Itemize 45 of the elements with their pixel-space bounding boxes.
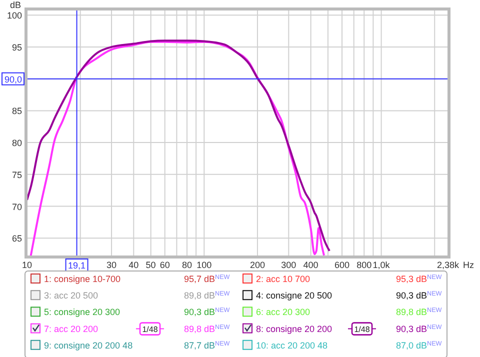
legend-label: 4: consigne 20 500 [256,290,332,301]
x-tick-label: 300 [281,260,296,270]
text: 87,7 dB$^{NEW}$ [184,340,230,350]
x-tick-label: 10 [22,260,32,270]
y-tick-label: 85 [12,106,22,116]
legend-label: 5: consigne 20 300 [44,307,120,318]
legend-label: 7: acc 20 200 [44,324,98,334]
ref-line-label: 19,1 [68,260,86,270]
y-tick-label: 75 [12,170,22,180]
legend-label: 3: acc 20 500 [44,290,98,301]
x-tick-label: 30 [106,260,117,270]
x-tick-label: 80 [182,260,192,270]
x-tick-label: 40 [128,260,139,270]
text: 90,3 dB$^{NEW}$ [184,306,230,318]
legend-label: 2: acc 10 700 [256,274,310,284]
legend-label: 1: consigne 10-700 [44,274,121,284]
y-tick-label: 80 [12,138,22,148]
text: 95,7 dB$^{NEW}$ [184,274,230,284]
legend-label: 10: acc 20 200 48 [256,340,328,350]
x-axis-title: Hz [463,260,474,270]
text: 89,8 dB$^{NEW}$ [184,290,230,301]
text: 89,8 dB$^{NEW}$ [396,306,442,318]
y-tick-label: 65 [12,234,22,244]
legend-label: 8: consigne 20 200 [256,324,332,334]
x-tick-label: 200 [250,260,265,270]
y-tick-label: 95 [12,42,22,52]
text: 90,3 dB$^{NEW}$ [396,290,442,301]
x-tick-label: 400 [303,260,318,270]
y-axis-title: dB [10,0,21,10]
text: 87,0 dB$^{NEW}$ [396,340,442,350]
x-tick-label: 800 [356,260,372,270]
x-tick-label: 100 [196,260,212,270]
text: 90,3 dB$^{NEW}$ [396,323,442,334]
y-tick-label: 100 [6,10,22,21]
x-tick-label: 1,0k [372,260,390,270]
ref-line-label: 90,0 [4,74,22,84]
legend-label: 9: consigne 20 200 48 [44,340,133,350]
x-tick-label: 50 [146,260,156,270]
x-tick-label: 600 [334,260,350,270]
text: 89,8 dB$^{NEW}$ [184,323,230,334]
text: 95,3 dB$^{NEW}$ [396,274,442,284]
legend-label: 6: acc 20 300 [256,307,310,318]
x-tick-label: 2,38k [436,260,460,270]
y-tick-label: 70 [12,202,22,212]
x-tick-label: 60 [160,260,170,270]
